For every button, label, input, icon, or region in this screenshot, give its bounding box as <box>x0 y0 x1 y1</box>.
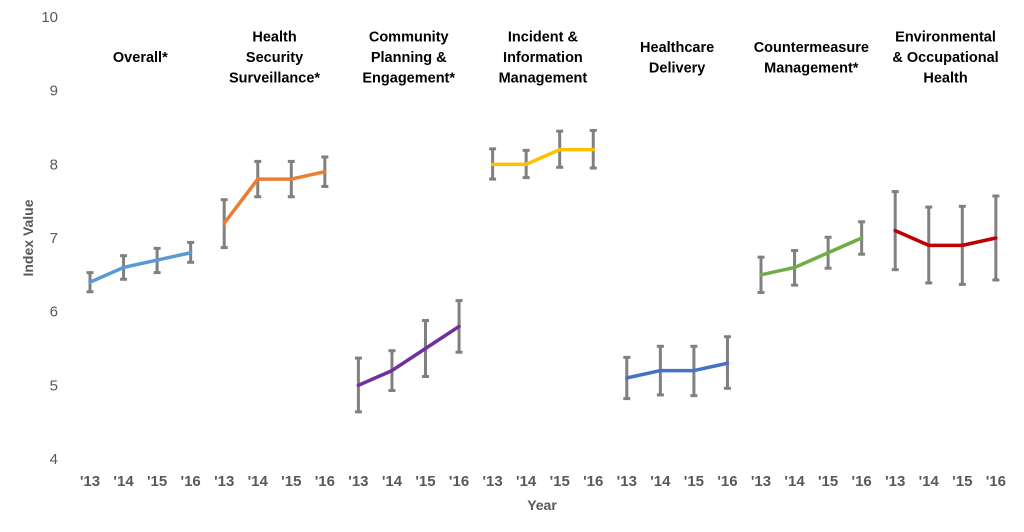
series-line <box>356 324 461 388</box>
group-title-line: Health <box>923 71 967 87</box>
series-line <box>625 361 730 380</box>
x-tick-label: '15 <box>550 473 570 490</box>
x-tick-label: '15 <box>281 473 301 490</box>
group-title-line: & Occupational <box>892 50 998 66</box>
y-tick-label: 9 <box>50 83 58 100</box>
series-lines <box>88 147 998 388</box>
y-tick-label: 5 <box>50 377 58 394</box>
x-tick-label: '14 <box>113 473 134 490</box>
x-tick-label: '15 <box>818 473 838 490</box>
y-tick-label: 8 <box>50 156 58 173</box>
y-axis: 4 5 6 7 8 9 10 <box>41 9 58 468</box>
y-tick-label: 7 <box>50 230 58 247</box>
y-axis-title: Index Value <box>20 199 36 276</box>
group-title-line: Health <box>252 30 296 46</box>
series-line <box>490 147 595 167</box>
group-title-line: Engagement* <box>362 71 455 87</box>
x-tick-label: '15 <box>415 473 435 490</box>
x-tick-label: '14 <box>650 473 671 490</box>
x-tick-label: '13 <box>885 473 905 490</box>
group-title-line: Management <box>499 71 588 87</box>
x-tick-label: '13 <box>751 473 771 490</box>
group-title-line: Environmental <box>895 30 996 46</box>
series-line <box>759 236 864 277</box>
x-axis-title: Year <box>527 497 557 513</box>
group-title-line: Security <box>246 50 303 66</box>
x-axis: '13 '14 '15 '16 '13 '14 '15 '16 '13 '14 '15 '16 '13 '… <box>80 473 1006 490</box>
series-line <box>88 250 193 284</box>
x-tick-label: '14 <box>919 473 940 490</box>
x-tick-label: '16 <box>717 473 737 490</box>
group-title-line: Delivery <box>649 60 705 76</box>
y-tick-label: 4 <box>50 451 58 468</box>
x-tick-label: '15 <box>147 473 167 490</box>
x-tick-label: '16 <box>315 473 335 490</box>
group-title-line: Countermeasure <box>754 40 869 56</box>
y-tick-label: 10 <box>41 9 58 26</box>
x-tick-label: '16 <box>449 473 469 490</box>
x-tick-label: '14 <box>382 473 403 490</box>
x-tick-label: '16 <box>986 473 1006 490</box>
x-tick-label: '15 <box>684 473 704 490</box>
x-tick-label: '14 <box>248 473 269 490</box>
x-tick-label: '16 <box>181 473 201 490</box>
x-tick-label: '16 <box>852 473 872 490</box>
x-tick-label: '13 <box>80 473 100 490</box>
error-bars <box>86 128 1000 414</box>
x-tick-label: '13 <box>617 473 637 490</box>
group-title-line: Surveillance* <box>229 71 320 87</box>
x-tick-label: '14 <box>516 473 537 490</box>
group-titles: Overall* Health Security Surveillance* Commu… <box>113 30 999 87</box>
group-title-line: Information <box>503 50 583 66</box>
group-title-line: Overall* <box>113 50 168 66</box>
group-title-line: Management* <box>764 60 859 76</box>
series-line <box>893 228 998 248</box>
x-tick-label: '15 <box>952 473 972 490</box>
group-title-line: Community <box>369 30 449 46</box>
y-tick-label: 6 <box>50 304 58 321</box>
x-tick-label: '13 <box>348 473 368 490</box>
group-title-line: Planning & <box>371 50 447 66</box>
x-tick-label: '13 <box>214 473 234 490</box>
x-tick-label: '14 <box>784 473 805 490</box>
group-title-line: Healthcare <box>640 40 714 56</box>
group-title-line: Incident & <box>508 30 579 46</box>
x-tick-label: '16 <box>583 473 603 490</box>
x-tick-label: '13 <box>482 473 502 490</box>
series-line <box>222 169 327 226</box>
